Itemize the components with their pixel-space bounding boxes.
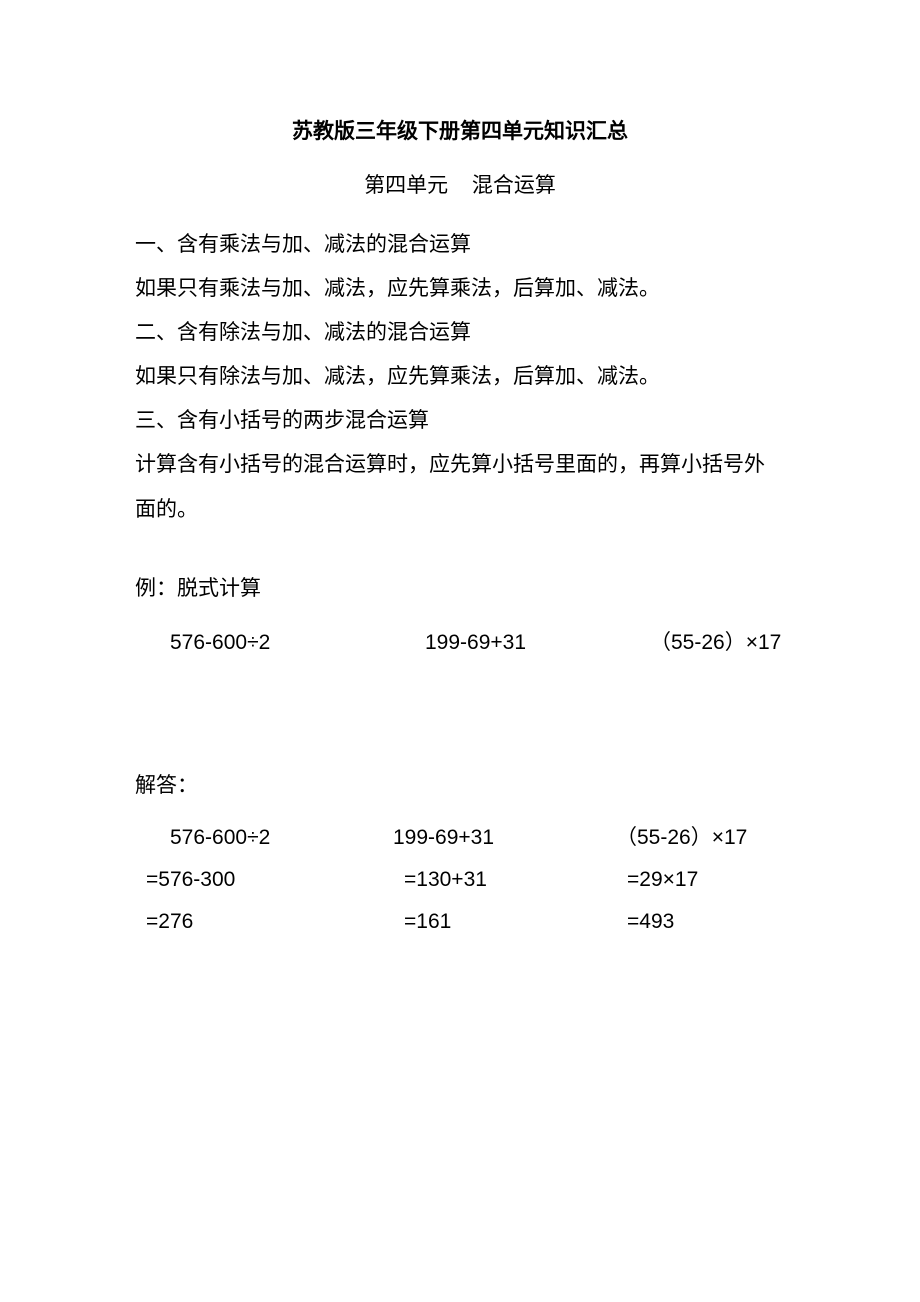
problem-2: 199-69+31 [425, 622, 650, 664]
section-1-heading: 一、含有乘法与加、减法的混合运算 [135, 223, 785, 267]
section-3-heading: 三、含有小括号的两步混合运算 [135, 399, 785, 443]
document-subtitle: 第四单元 混合运算 [135, 169, 785, 199]
section-2-heading: 二、含有除法与加、减法的混合运算 [135, 311, 785, 355]
answer-1-line-2: =576-300 [146, 859, 404, 901]
answer-row-1: 576-600÷2 199-69+31 （55-26）×17 [135, 817, 785, 859]
answer-2-line-2: =130+31 [404, 859, 627, 901]
answer-label: 解答： [135, 769, 785, 799]
answer-2-line-1: 199-69+31 [393, 817, 616, 859]
answer-3-line-2: =29×17 [627, 859, 785, 901]
answer-row-2: =576-300 =130+31 =29×17 [135, 859, 785, 901]
answer-3-line-1: （55-26）×17 [616, 817, 785, 859]
answer-row-3: =276 =161 =493 [135, 901, 785, 943]
section-3-body: 计算含有小括号的混合运算时，应先算小括号里面的，再算小括号外面的。 [135, 443, 785, 531]
answer-1-line-3: =276 [146, 901, 404, 943]
document-title: 苏教版三年级下册第四单元知识汇总 [135, 115, 785, 145]
section-2-body: 如果只有除法与加、减法，应先算乘法，后算加、减法。 [135, 355, 785, 399]
answer-1-line-1: 576-600÷2 [135, 817, 393, 859]
problem-1: 576-600÷2 [170, 622, 425, 664]
answer-2-line-3: =161 [404, 901, 627, 943]
section-1-body: 如果只有乘法与加、减法，应先算乘法，后算加、减法。 [135, 267, 785, 311]
answer-3-line-3: =493 [627, 901, 785, 943]
problem-3: （55-26）×17 [650, 622, 785, 664]
example-label: 例：脱式计算 [135, 572, 785, 602]
example-problems-row: 576-600÷2 199-69+31 （55-26）×17 [135, 622, 785, 664]
